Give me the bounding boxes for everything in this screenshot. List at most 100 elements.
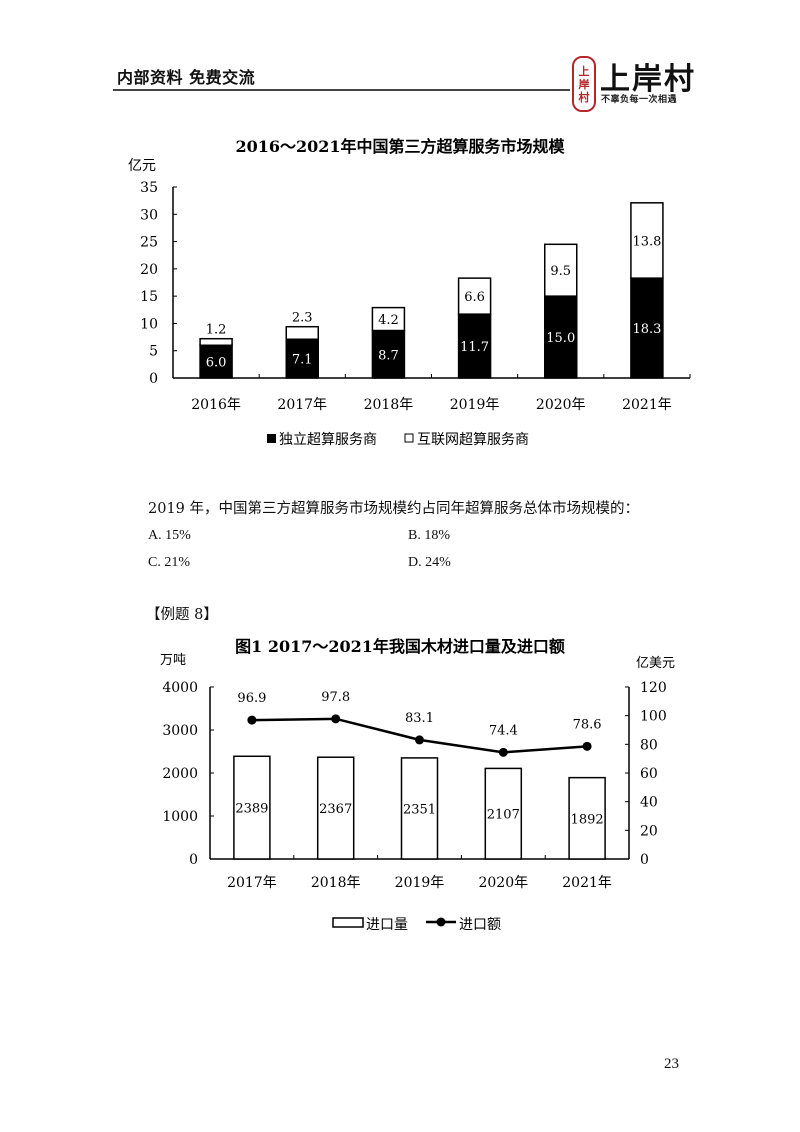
question-stem: 2019 年，中国第三方超算服务市场规模约占同年超算服务总体市场规模的： (148, 501, 640, 517)
bar (233, 755, 271, 860)
y-tick-label-left: 3000 (162, 723, 198, 739)
line-value-label: 96.9 (237, 691, 266, 706)
chart-title: 图1 2017～2021年我国木材进口量及进口额 (235, 637, 565, 656)
y-tick-label-right: 60 (640, 766, 658, 782)
bar-segment (457, 277, 492, 315)
x-tick-label: 2019年 (450, 397, 500, 413)
bar-value-label: 4.2 (378, 313, 399, 328)
y-tick-label-right: 80 (640, 737, 658, 753)
legend-swatch-marker (436, 917, 446, 927)
line-marker (498, 747, 508, 757)
bar-value-label: 6.0 (206, 356, 227, 371)
page-number: 23 (664, 1056, 679, 1072)
line-value-label: 83.1 (405, 711, 434, 726)
option-c: C. 21% (148, 555, 190, 570)
bar-segment (199, 344, 233, 379)
bar-segment (371, 329, 406, 379)
bar-segment (371, 306, 406, 332)
bar-segment (544, 243, 578, 297)
line-marker (415, 735, 424, 745)
bar-segment (630, 277, 664, 379)
x-tick-label: 2017年 (277, 397, 327, 413)
bar (400, 757, 439, 860)
legend-label: 独立超算服务商 (279, 432, 377, 448)
logo-slogan: 不辜负每一次相遇 (601, 95, 678, 105)
seal-char: 岸 (578, 77, 590, 91)
y-tick-label-right: 0 (640, 852, 649, 868)
bar-value-label: 13.8 (632, 234, 661, 249)
line-value-label: 78.6 (573, 717, 602, 732)
header-divider (113, 89, 570, 91)
y-tick-label: 30 (140, 207, 158, 223)
y-axis-label-right: 亿美元 (636, 656, 675, 671)
bar-value-label: 2351 (403, 802, 436, 817)
x-tick-label: 2018年 (364, 397, 414, 413)
x-tick-label: 2016年 (191, 397, 241, 413)
bar (484, 767, 523, 860)
bar-value-label: 1.2 (206, 323, 227, 338)
legend-swatch-bar (332, 917, 364, 928)
example-label: 【例题 8】 (146, 607, 218, 623)
x-tick-label: 2017年 (227, 875, 277, 891)
line-marker (331, 714, 341, 724)
y-tick-label-right: 100 (640, 709, 667, 725)
y-tick-label: 35 (140, 180, 158, 196)
chart-title: 2016～2021年中国第三方超算服务市场规模 (235, 137, 565, 156)
bar-value-label: 11.7 (460, 340, 489, 355)
option-d: D. 24% (408, 555, 451, 570)
header-left-text: 内部资料 免费交流 (117, 68, 256, 87)
bar-value-label: 18.3 (632, 322, 661, 337)
line-value-label: 97.8 (321, 690, 350, 705)
logo-seal-icon: 上 岸 村 (572, 56, 596, 112)
bar (316, 756, 355, 860)
y-tick-label-right: 120 (640, 680, 667, 696)
bar-value-label: 15.0 (546, 331, 575, 346)
bar-segment (544, 295, 578, 379)
bar-value-label: 2.3 (292, 311, 313, 326)
x-tick-label: 2021年 (562, 875, 612, 891)
option-a: A. 15% (148, 528, 191, 543)
y-tick-label: 10 (140, 316, 158, 332)
x-tick-label: 2019年 (395, 875, 445, 891)
legend-label: 互联网超算服务商 (417, 432, 529, 448)
y-axis-label-left: 万吨 (160, 653, 186, 668)
line-value-label: 74.4 (489, 723, 518, 738)
y-tick-label-right: 40 (640, 795, 658, 811)
x-tick-label: 2020年 (478, 875, 528, 891)
y-tick-label-left: 2000 (162, 766, 198, 782)
legend-swatch (404, 433, 414, 443)
y-tick-label-left: 4000 (162, 680, 198, 696)
legend-swatch (267, 434, 276, 443)
bar-value-label: 6.6 (464, 290, 485, 305)
option-b: B. 18% (408, 528, 450, 543)
x-tick-label: 2020年 (536, 397, 586, 413)
y-tick-label: 0 (149, 371, 158, 387)
y-tick-label-left: 1000 (162, 809, 198, 825)
line-marker (247, 715, 257, 725)
legend-label: 进口量 (366, 917, 408, 933)
y-tick-label: 5 (149, 344, 158, 360)
bar-segment (199, 337, 233, 347)
y-tick-label-right: 20 (640, 823, 658, 839)
y-tick-label: 20 (140, 262, 158, 278)
seal-char: 村 (578, 90, 590, 104)
line-marker (582, 741, 592, 751)
bar-value-label: 2389 (235, 802, 268, 817)
bar-segment (285, 325, 319, 341)
x-tick-label: 2021年 (622, 397, 672, 413)
x-tick-label: 2018年 (311, 875, 361, 891)
bar-value-label: 2367 (319, 802, 352, 817)
bar-value-label: 9.5 (550, 264, 571, 279)
legend-label: 进口额 (459, 917, 501, 933)
logo-name: 上岸村 (600, 62, 696, 97)
bar-value-label: 8.7 (378, 348, 399, 363)
bar-segment (285, 338, 319, 379)
y-axis-label: 亿元 (128, 158, 156, 174)
y-tick-label: 25 (140, 235, 158, 251)
bar-value-label: 2107 (487, 808, 520, 823)
y-tick-label-left: 0 (189, 852, 198, 868)
bar-value-label: 7.1 (292, 353, 313, 368)
y-tick-label: 15 (140, 289, 158, 305)
